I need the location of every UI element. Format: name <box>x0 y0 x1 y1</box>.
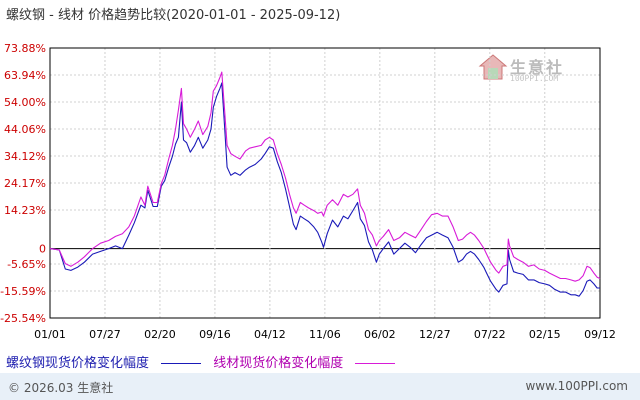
y-tick-labels: 73.88% 63.94% 54.00% 44.06% 34.12% 24.17% 14.2… <box>0 42 46 325</box>
footer-bar <box>0 373 640 400</box>
axes <box>49 47 601 319</box>
copyright-text: © 2026.03 生意社 <box>8 381 114 395</box>
site-link[interactable]: www.100PPI.com <box>525 379 628 393</box>
line-chart: 73.88% 63.94% 54.00% 44.06% 34.12% 24.17% 14.2… <box>0 42 616 341</box>
y-tick-label: 24.17% <box>4 177 46 190</box>
chart-title: 螺纹钢 - 线材 价格趋势比较(2020-01-01 - 2025-09-12) <box>6 8 341 23</box>
legend: 螺纹钢现货价格变化幅度 线材现货价格变化幅度 <box>6 352 403 371</box>
plot-frame <box>49 47 601 319</box>
series-lines <box>49 71 601 297</box>
legend-label-rebar: 螺纹钢现货价格变化幅度 <box>6 356 150 371</box>
y-tick-label: 0 <box>39 243 46 256</box>
legend-label-wire-rod: 线材现货价格变化幅度 <box>213 356 344 371</box>
y-tick-label: -5.65% <box>7 258 46 271</box>
x-tick-label: 01/01 <box>34 328 66 341</box>
y-tick-label: 54.00% <box>4 96 46 109</box>
x-tick-label: 09/16 <box>199 328 231 341</box>
x-tick-label: 07/22 <box>474 328 506 341</box>
y-tick-label: 73.88% <box>4 42 46 55</box>
x-tick-labels: 01/01 07/27 02/20 09/16 04/12 11/06 06/02 12/27… <box>34 328 616 341</box>
watermark-brand: 生意社 <box>510 58 565 77</box>
x-tick-label: 11/06 <box>309 328 341 341</box>
y-tick-label: 44.06% <box>4 123 46 136</box>
legend-swatch-rebar <box>161 363 202 364</box>
y-tick-label: 14.23% <box>4 204 46 217</box>
x-tick-label: 07/27 <box>89 328 121 341</box>
y-tick-label: -15.59% <box>0 285 46 298</box>
x-tick-label: 09/12 <box>584 328 616 341</box>
legend-swatch-wire-rod <box>355 363 396 364</box>
watermark-url: 100PPI.COM <box>510 74 559 83</box>
series-line-wire-rod <box>49 71 601 282</box>
y-tick-label: 63.94% <box>4 69 46 82</box>
x-tick-label: 02/20 <box>144 328 176 341</box>
watermark-logo: 生意社 100PPI.COM <box>478 52 578 88</box>
house-logo-icon <box>478 54 508 80</box>
series-line-rebar <box>49 82 600 297</box>
y-tick-label: -25.54% <box>0 312 46 325</box>
x-tick-label: 04/12 <box>254 328 286 341</box>
x-tick-label: 02/15 <box>529 328 561 341</box>
grid-lines <box>49 47 601 319</box>
y-tick-label: 34.12% <box>4 150 46 163</box>
x-tick-label: 12/27 <box>419 328 451 341</box>
x-tick-label: 06/02 <box>364 328 396 341</box>
